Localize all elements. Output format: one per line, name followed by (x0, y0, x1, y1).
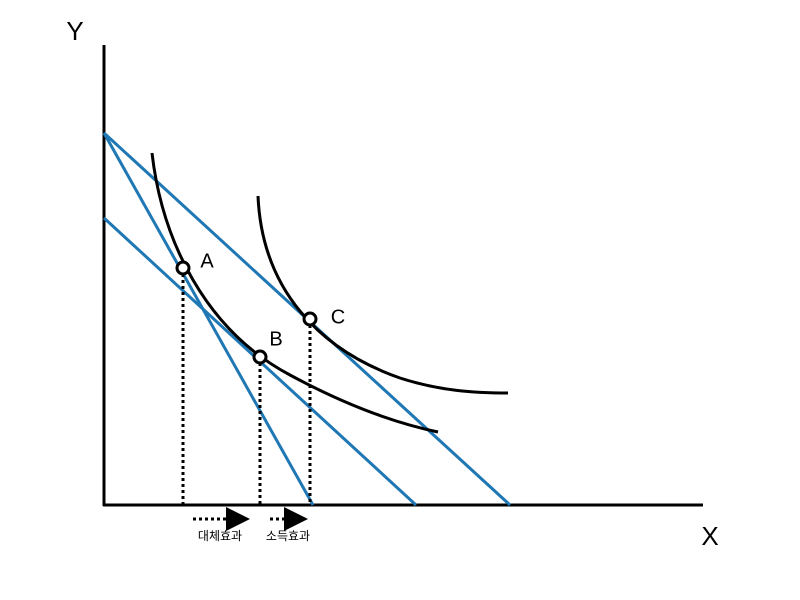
point-label: A (200, 250, 214, 272)
point-label: C (331, 306, 345, 328)
y-axis-label: Y (66, 16, 83, 46)
point (252, 349, 268, 365)
point (302, 311, 318, 327)
effect-label: 대체효과 (198, 529, 242, 543)
point-label: B (269, 328, 282, 350)
x-axis-label: X (701, 521, 718, 551)
budget-line (102, 132, 315, 506)
indifference-curve (150, 152, 439, 434)
point (175, 260, 191, 276)
effect-label: 소득효과 (266, 529, 310, 543)
indifference-curve (256, 195, 509, 395)
